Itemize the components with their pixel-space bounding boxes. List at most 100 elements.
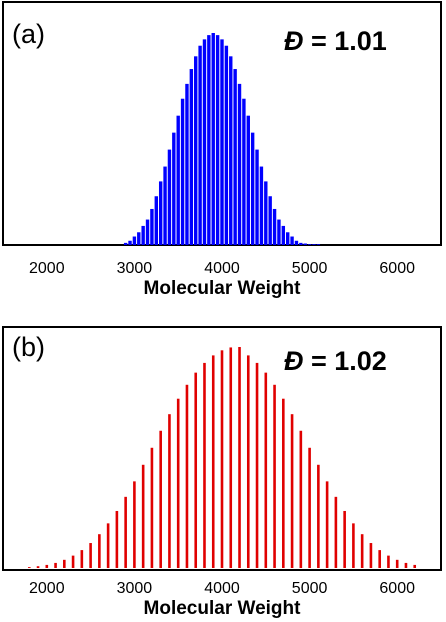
panel-b-bar-4500 xyxy=(264,372,268,568)
panel-b-bar-4900 xyxy=(299,430,303,568)
panel-b-bar-3200 xyxy=(150,447,154,568)
panel-a-bar-4950 xyxy=(303,243,307,245)
panel-b-x-tick-label-6000: 6000 xyxy=(379,580,415,597)
panel-a-dispersity-symbol: Đ xyxy=(284,26,304,56)
panel-a-bar-4150 xyxy=(233,69,237,245)
panel-a-bar-3900 xyxy=(211,33,215,245)
panel-b-bar-4000 xyxy=(220,350,224,568)
panel-a-bar-3650 xyxy=(189,69,194,245)
panel-a-bar-3150 xyxy=(145,219,150,245)
panel-b-bar-4400 xyxy=(255,362,259,568)
panel-b-bar-2600 xyxy=(98,534,101,568)
panel-b-frame xyxy=(2,326,442,571)
panel-a-bar-3250 xyxy=(154,196,158,245)
panel-b-bar-5900 xyxy=(387,555,390,568)
panel-b-bar-2900 xyxy=(124,496,127,568)
panel-a-bar-3800 xyxy=(202,39,207,245)
panel-a-bar-3500 xyxy=(176,115,180,246)
panel-b-bar-5200 xyxy=(325,481,329,568)
panel-a-bar-3350 xyxy=(163,166,167,245)
panel-b: (b) Đ = 1.02 2000 3000 4000 5000 6000 Molecu… xyxy=(2,326,442,619)
panel-b-bar-2000 xyxy=(45,564,49,568)
panel-a-bar-4800 xyxy=(290,236,294,245)
panel-a-bar-3850 xyxy=(207,35,211,246)
panel-a-bar-3550 xyxy=(180,98,185,245)
panel-a-bar-3300 xyxy=(158,181,163,245)
panel-b-bar-5800 xyxy=(378,550,381,568)
panel-a-bar-3750 xyxy=(198,45,202,245)
panel-a-x-tick-label-5000: 5000 xyxy=(292,260,328,277)
panel-b-bar-1900 xyxy=(36,566,40,568)
panel-a-dispersity: Đ = 1.01 xyxy=(284,26,387,56)
panel-a-bar-4050 xyxy=(224,45,229,245)
panel-a-bar-3050 xyxy=(137,232,141,245)
panel-a-bar-4900 xyxy=(299,242,303,245)
panel-a-bar-4600 xyxy=(272,208,277,245)
panel-b-bar-3000 xyxy=(133,481,136,568)
panel-b-bar-5700 xyxy=(369,543,373,568)
panel-a-bar-4750 xyxy=(286,232,290,245)
panel-b-bar-5500 xyxy=(352,523,355,568)
panel-b-x-axis-title: Molecular Weight xyxy=(144,598,302,619)
panel-b-dispersity-value: = 1.02 xyxy=(304,346,387,376)
panel-a-bar-4550 xyxy=(268,196,272,245)
panel-b-bar-5000 xyxy=(308,447,311,568)
panel-a-x-tick-label-6000: 6000 xyxy=(379,260,415,277)
panel-b-bar-3800 xyxy=(203,362,206,568)
panel-a-bar-4650 xyxy=(277,219,281,245)
panel-b-bar-3600 xyxy=(185,384,189,568)
panel-a-bar-4300 xyxy=(246,115,250,246)
panel-b-bar-4800 xyxy=(290,414,294,568)
panel-a-bar-3000 xyxy=(132,236,137,245)
panel-a-x-axis-title: Molecular Weight xyxy=(144,278,302,299)
panel-a-bar-4500 xyxy=(264,181,268,245)
panel-a-bar-3400 xyxy=(167,149,172,245)
panel-a-bar-3100 xyxy=(141,225,145,245)
panel-a: (a) Đ = 1.01 2000 3000 4000 5000 6000 Molecu… xyxy=(2,1,442,299)
panel-a-bar-4350 xyxy=(250,132,255,245)
panel-b-bar-4700 xyxy=(282,398,285,568)
panel-b-dispersity: Đ = 1.02 xyxy=(284,346,387,376)
panel-a-bar-4200 xyxy=(237,83,242,245)
panel-b-bar-3400 xyxy=(168,414,171,568)
panel-b-bar-2400 xyxy=(80,550,84,568)
panel-b-x-tick-label-5000: 5000 xyxy=(292,580,328,597)
panel-b-bar-2700 xyxy=(106,523,110,568)
panel-a-bar-2950 xyxy=(128,240,132,245)
panel-b-bar-3100 xyxy=(141,464,145,568)
panel-a-bar-3200 xyxy=(150,208,154,245)
panel-a-x-tick-label-4000: 4000 xyxy=(204,260,240,277)
panel-b-bar-3700 xyxy=(194,372,198,568)
panel-b-label: (b) xyxy=(12,332,45,362)
panel-a-bar-2900 xyxy=(123,242,128,245)
panel-b-bar-3900 xyxy=(211,355,215,568)
panel-b-bar-4200 xyxy=(238,347,241,568)
panel-a-bar-5100 xyxy=(316,244,321,245)
panel-a-bar-3600 xyxy=(185,83,189,245)
panel-b-bar-2300 xyxy=(71,555,75,568)
panel-a-bars xyxy=(123,33,321,246)
panel-a-bar-3950 xyxy=(215,35,220,246)
panel-b-bar-5600 xyxy=(360,534,364,568)
panel-b-bar-3500 xyxy=(176,398,180,568)
panel-a-bar-4000 xyxy=(220,39,224,245)
panel-b-bar-5300 xyxy=(334,496,338,568)
panel-b-bar-6000 xyxy=(395,559,399,568)
panel-b-x-tick-label-2000: 2000 xyxy=(29,580,65,597)
panel-b-bar-4600 xyxy=(273,384,276,568)
panel-b-bar-2500 xyxy=(89,543,92,568)
panel-a-x-tick-label-3000: 3000 xyxy=(117,260,153,277)
panel-b-bar-4300 xyxy=(246,355,250,568)
panel-a-bar-4850 xyxy=(294,240,299,245)
panel-b-bar-4100 xyxy=(229,347,233,568)
panel-b-bars xyxy=(27,347,417,568)
panel-a-bar-5000 xyxy=(307,244,312,245)
panel-a-bar-4450 xyxy=(259,166,264,245)
panel-b-dispersity-symbol: Đ xyxy=(284,346,304,376)
panel-a-dispersity-value: = 1.01 xyxy=(304,26,387,56)
panel-a-bar-3450 xyxy=(172,132,176,245)
panel-a-label: (a) xyxy=(12,19,45,49)
panel-a-x-tick-label-2000: 2000 xyxy=(29,260,65,277)
panel-a-bar-4700 xyxy=(281,225,286,245)
